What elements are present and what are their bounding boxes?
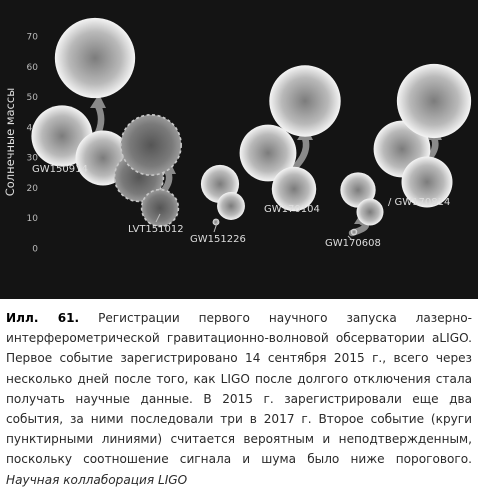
chart-panel: Солнечные массы 0 10 20 30 40 50 60 70 GW150914 L… (0, 0, 478, 299)
caption-credit: Научная коллаборация LIGO (6, 472, 188, 487)
y-axis-title: Солнечные массы (3, 88, 17, 197)
y-tick-label: 0 (32, 245, 38, 255)
caption-text: Регистрации первого научного запуска лаз… (6, 311, 472, 467)
final-mass-bubble (269, 65, 341, 137)
event-label: GW151226 (190, 234, 246, 245)
initial-mass-bubble (271, 166, 317, 212)
y-tick-label: 10 (27, 214, 39, 224)
event-label: LVT151012 (128, 224, 184, 235)
label-leader (347, 235, 353, 241)
event-label: GW170104 (264, 204, 320, 215)
y-tick-label: 70 (27, 33, 39, 43)
final-mass-bubble (54, 17, 136, 99)
figure-caption: Илл. 61. Регистрации первого научного за… (6, 308, 472, 490)
event-label: / GW170814 (388, 197, 450, 208)
initial-mass-bubble (401, 156, 453, 208)
final-mass-bubble (120, 114, 182, 176)
initial-mass-bubble (217, 192, 245, 220)
remnant-dot (350, 228, 358, 236)
initial-mass-bubble (356, 198, 384, 226)
remnant-dot (212, 218, 220, 226)
initial-mass-bubble (140, 188, 180, 228)
label-leader (155, 213, 161, 223)
initial-mass-bubble (340, 172, 376, 208)
label-leader (213, 219, 219, 233)
caption-label: Илл. 61. (6, 311, 80, 325)
merger-arrow-head (90, 94, 106, 108)
y-tick-label: 30 (27, 154, 39, 164)
event-label: GW150914 (32, 164, 88, 175)
event-labels: GW150914 LVT151012 GW151226 GW170104 GW17060… (32, 164, 450, 249)
y-tick-label: 20 (27, 184, 39, 194)
initial-mass-bubble (239, 124, 297, 182)
y-tick-label: 50 (27, 93, 39, 103)
bubbles (31, 17, 472, 236)
y-tick-label: 60 (27, 63, 39, 73)
event-label: GW170608 (325, 238, 381, 249)
final-mass-bubble (396, 63, 472, 139)
